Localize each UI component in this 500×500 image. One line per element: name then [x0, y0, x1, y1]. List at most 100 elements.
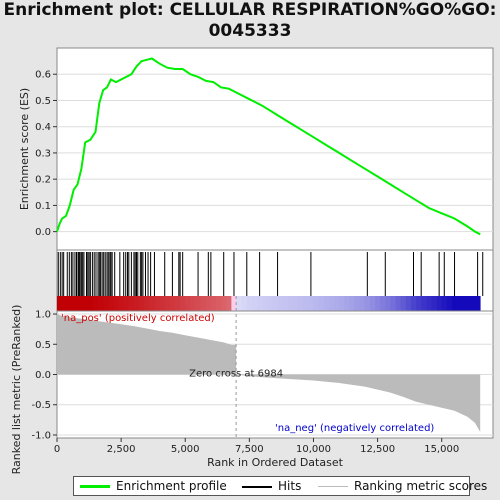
- heat-cell: [262, 296, 268, 311]
- heat-cell: [375, 296, 381, 311]
- heat-cell: [139, 296, 145, 311]
- heat-cell: [169, 296, 176, 311]
- pos-label: 'na_pos' (positively correlated): [61, 313, 215, 324]
- es-tick-label: 0.4: [35, 122, 51, 133]
- es-tick-label: 0.3: [35, 148, 51, 159]
- heat-cell: [185, 296, 191, 311]
- heat-cell: [298, 296, 304, 311]
- heat-cell: [236, 296, 243, 311]
- rank-x-tick-label: 5,000: [171, 444, 200, 455]
- heat-cell: [257, 296, 263, 311]
- heat-cell: [277, 296, 284, 311]
- heat-cell: [369, 296, 376, 311]
- heat-cell: [251, 296, 258, 311]
- es-y-axis-label: Enrichment score (ES): [18, 88, 31, 210]
- heat-cell: [241, 296, 248, 311]
- rank-tick-label: 0.0: [35, 370, 51, 381]
- heat-cell: [67, 296, 73, 311]
- heat-cell: [328, 296, 335, 311]
- rank-tick-label: 1.0: [35, 310, 51, 321]
- rank-x-tick-label: 10,000: [296, 444, 331, 455]
- heat-cell: [400, 296, 407, 311]
- heat-cell: [385, 296, 391, 311]
- heat-cell: [477, 296, 481, 311]
- heat-cell: [113, 296, 119, 311]
- heat-cell: [457, 296, 463, 311]
- rank-panel: 1.0 0.5 0.0 -0.5 -1.0 0 2,500 5,000 7,500 10,000…: [10, 296, 494, 475]
- heat-cell: [149, 296, 155, 311]
- heat-cell: [92, 296, 99, 311]
- heat-cell: [221, 296, 227, 311]
- legend-label-hits: Hits: [278, 479, 302, 493]
- es-tick-label: 0.1: [35, 201, 51, 212]
- heat-cell: [72, 296, 78, 311]
- neg-label: 'na_neg' (negatively correlated): [275, 423, 434, 434]
- heat-cell: [190, 296, 196, 311]
- heat-cell: [98, 296, 104, 311]
- heat-cell: [133, 296, 140, 311]
- heat-cell: [308, 296, 314, 311]
- heat-cell: [226, 296, 232, 311]
- heat-cell: [354, 296, 361, 311]
- heat-cell: [205, 296, 212, 311]
- es-line: [56, 57, 481, 236]
- es-tick-label: 0.0: [35, 227, 51, 238]
- heat-cell: [77, 296, 84, 311]
- chart-title: Enrichment plot: CELLULAR RESPIRATION%GO…: [3, 0, 497, 41]
- rank-tick-label: 0.5: [35, 340, 51, 351]
- heat-cell: [344, 296, 350, 311]
- heat-cell: [128, 296, 135, 311]
- es-tick-label: 0.5: [35, 96, 51, 107]
- rank-x-tick-label: 15,000: [424, 444, 459, 455]
- heat-cell: [231, 296, 237, 311]
- heat-cell: [426, 296, 432, 311]
- hits-marks: [57, 252, 484, 296]
- legend-swatch-ranking: [318, 486, 348, 487]
- heat-cell: [364, 296, 371, 311]
- heat-cell: [441, 296, 448, 311]
- heat-cell: [246, 296, 253, 311]
- heat-cell: [349, 296, 355, 311]
- heat-cell: [287, 296, 294, 311]
- heat-cell: [144, 296, 150, 311]
- hits-panel: [56, 249, 494, 312]
- heat-cell: [431, 296, 437, 311]
- legend-swatch-hits: [242, 486, 272, 488]
- heat-cell: [303, 296, 309, 311]
- heat-cell: [395, 296, 402, 311]
- heat-cell: [446, 296, 453, 311]
- rank-tick-label: -1.0: [31, 430, 51, 441]
- es-plot-area: [56, 47, 494, 251]
- legend: Enrichment profile Hits Ranking metric s…: [73, 476, 487, 496]
- heat-cell: [405, 296, 412, 311]
- rank-metric-area: [57, 314, 481, 432]
- heat-cell: [410, 296, 417, 311]
- legend-label-ranking: Ranking metric scores: [354, 479, 488, 493]
- heat-cell: [472, 296, 479, 311]
- legend-label-enrichment: Enrichment profile: [116, 479, 227, 493]
- rank-x-tick-label: 12,500: [360, 444, 395, 455]
- es-y-ticks: 0.0 0.1 0.2 0.3 0.4 0.5 0.6: [35, 70, 57, 238]
- rank-tick-label: -0.5: [31, 400, 51, 411]
- heat-cell: [62, 296, 68, 311]
- heat-cell: [292, 296, 299, 311]
- heat-cell: [200, 296, 207, 311]
- es-tick-label: 0.6: [35, 70, 51, 81]
- heat-cell: [416, 296, 422, 311]
- heat-cell: [216, 296, 222, 311]
- heat-cell: [210, 296, 217, 311]
- heat-cell: [462, 296, 468, 311]
- heat-cell: [159, 296, 166, 311]
- rank-y-axis-label: Ranked list metric (PreRanked): [10, 305, 23, 475]
- heat-cell: [451, 296, 458, 311]
- legend-swatch-enrichment: [80, 485, 110, 488]
- heat-cell: [421, 296, 427, 311]
- heat-cell: [333, 296, 340, 311]
- heat-cell: [390, 296, 396, 311]
- rank-x-axis-label: Rank in Ordered Dataset: [207, 456, 344, 469]
- heat-cell: [323, 296, 330, 311]
- heat-cell: [467, 296, 473, 311]
- heat-cell: [118, 296, 125, 311]
- heat-cell: [313, 296, 319, 311]
